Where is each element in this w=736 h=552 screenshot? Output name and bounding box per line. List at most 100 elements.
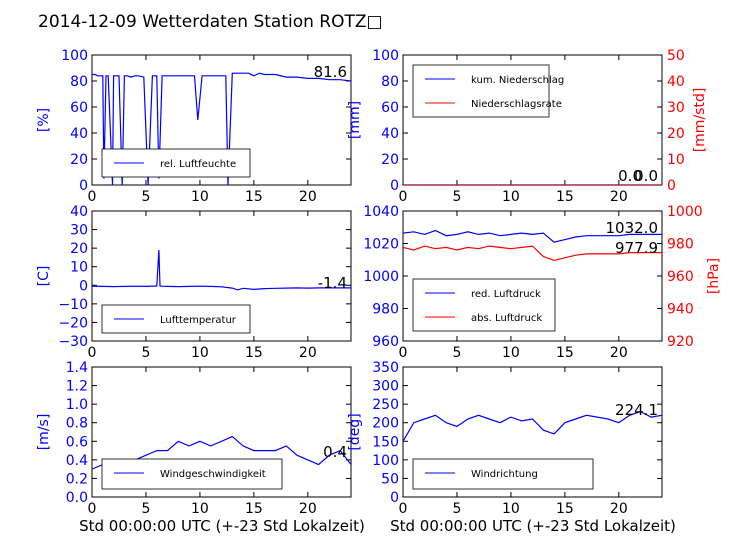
precipitation-panel: 0 20 40 60 80 100 0 10 20 30 40 50 0 5 10 15 20 [mm] [mm/s… [347,48,708,205]
y-tick-label: 1.0 [66,397,88,413]
series-line [92,249,351,291]
y-axis-label: [hPa] [706,258,722,294]
y2-axis-label: [mm/std] [692,88,708,153]
y-tick-label: 40 [70,126,88,142]
y-axis-label: [mm] [347,101,363,139]
y2-tick-label: 920 [667,334,694,350]
y-tick-label: 250 [372,397,399,413]
y-tick-label: −10 [58,297,88,313]
x-axis-label-left: Std 00:00:00 UTC (+-23 Std Lokalzeit) [79,517,365,535]
legend-box [412,458,594,490]
figure-title: 2014-12-09 Wetterdaten Station ROTZ□ [38,12,383,32]
y-axis-label: [deg] [347,413,363,450]
last-value-label: 0.0 [634,167,658,185]
y-tick-label: 1.4 [66,360,88,376]
y2-tick-label: 980 [667,237,694,253]
y-tick-label: 0.4 [66,453,88,469]
y-tick-label: 30 [70,223,88,239]
y-tick-label: 40 [381,126,399,142]
y-tick-label: 20 [381,152,399,168]
x-tick-label: 5 [141,345,150,361]
x-tick-label: 10 [502,189,520,205]
x-tick-label: 0 [399,189,408,205]
y2-tick-label: 960 [667,269,694,285]
y-tick-label: 1.2 [66,379,88,395]
y-tick-label: 0.0 [66,490,88,506]
y-tick-label: 1040 [363,204,399,220]
legend-box [412,64,550,118]
series-line [403,229,662,243]
last-value-label: 224.1 [615,401,658,419]
y2-tick-label: 30 [667,100,685,116]
x-tick-label: 15 [556,189,574,205]
legend-label: rel. Luftfeuchte [160,159,236,170]
y-tick-label: 300 [372,379,399,395]
x-tick-label: 0 [399,501,408,517]
x-tick-label: 0 [88,501,97,517]
pressure-panel: 960 980 1000 1020 1040 920 940 960 980 1000 0 5 10 15… [363,204,722,361]
legend-label: red. Luftdruck [471,289,541,300]
y-tick-label: 100 [61,48,88,64]
legend-label: Lufttemperatur [160,315,237,326]
x-tick-label: 20 [610,501,628,517]
y-tick-label: 200 [372,416,399,432]
x-tick-label: 10 [191,345,209,361]
y2-tick-label: 1000 [667,204,703,220]
y-tick-label: 0 [390,490,399,506]
x-tick-label: 15 [245,345,263,361]
y-axis-label: [%] [36,108,52,132]
x-tick-label: 15 [245,501,263,517]
y-tick-label: 50 [381,471,399,487]
y-tick-label: 980 [372,302,399,318]
legend-box [412,278,556,332]
y2-tick-label: 20 [667,126,685,142]
y-tick-label: 0 [390,178,399,194]
windspeed-panel: 0.0 0.2 0.4 0.6 0.8 1.0 1.2 1.4 0 5 10 15 20 [m/s] 0.4… [36,360,352,517]
x-tick-label: 20 [299,345,317,361]
x-tick-label: 0 [88,189,97,205]
last-value-label: -1.4 [318,274,347,292]
x-tick-label: 0 [399,345,408,361]
x-tick-label: 20 [610,345,628,361]
x-tick-label: 15 [556,345,574,361]
y-axis-label: [C] [36,266,52,287]
y-tick-label: 60 [381,100,399,116]
last-value-label: 0.4 [323,443,347,461]
y-tick-label: 0 [79,278,88,294]
x-tick-label: 5 [141,189,150,205]
y2-tick-label: 40 [667,74,685,90]
legend-label: abs. Luftdruck [471,313,542,324]
y-axis-label: [m/s] [36,414,52,451]
y-tick-label: 1000 [363,269,399,285]
series-line [403,245,662,262]
legend-label: Windrichtung [471,469,538,480]
x-tick-label: 20 [299,501,317,517]
x-tick-label: 5 [452,345,461,361]
x-tick-label: 5 [452,501,461,517]
humidity-panel: 0 20 40 60 80 100 0 5 10 15 20 [%] 81.6 rel. Luftfeuc… [36,48,352,205]
last-value-label-2: 977.9 [615,239,658,257]
y-tick-label: 80 [381,74,399,90]
x-tick-label: 5 [141,501,150,517]
y-tick-label: 0.8 [66,416,88,432]
x-tick-label: 5 [452,189,461,205]
y-tick-label: 150 [372,434,399,450]
x-tick-label: 0 [88,345,97,361]
y-tick-label: 10 [70,260,88,276]
legend-label: Niederschlagsrate [471,99,562,110]
x-tick-label: 20 [610,189,628,205]
y2-tick-label: 0 [667,178,676,194]
legend-box [101,458,283,490]
y-tick-label: 60 [70,100,88,116]
last-value-label-2: 0.0 [618,167,642,185]
y-tick-label: 1020 [363,237,399,253]
y-tick-label: 0 [79,178,88,194]
temperature-panel: −30 −20 −10 0 10 20 30 40 0 5 10 15 20 [C] -1.4 Lufttem… [36,204,352,361]
y-tick-label: 80 [70,74,88,90]
x-tick-label: 10 [502,501,520,517]
y2-tick-label: 10 [667,152,685,168]
y-tick-label: 100 [372,453,399,469]
y-tick-label: 100 [372,48,399,64]
